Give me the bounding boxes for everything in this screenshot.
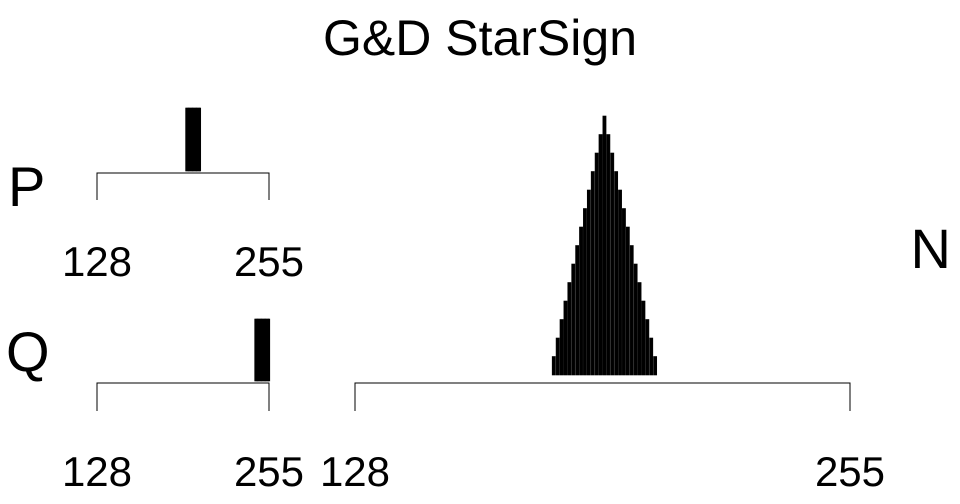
bar-n-187 (583, 208, 587, 376)
bars-p (185, 107, 202, 172)
bar-n-179 (551, 356, 556, 376)
axis-p (96, 172, 270, 200)
tick-label-q-max: 255 (234, 448, 304, 495)
bar-n-182 (563, 300, 568, 376)
bar-n-195 (614, 171, 619, 376)
panel-label-p: P (8, 155, 45, 218)
panel-label-q: Q (6, 320, 50, 383)
bar-n-191 (598, 134, 603, 376)
bar-n-197 (622, 208, 626, 376)
bar-n-180 (555, 337, 560, 376)
bar-n-185 (575, 245, 580, 376)
bar-n-203 (645, 319, 650, 376)
bars-n (551, 115, 658, 376)
tick-label-n-max: 255 (815, 448, 885, 495)
axis-q (96, 382, 270, 411)
bar-n-199 (629, 245, 634, 376)
bar-n-198 (625, 226, 630, 376)
bar-n-194 (610, 152, 615, 376)
bar-n-190 (594, 152, 599, 376)
bar-n-184 (571, 263, 576, 376)
bar-n-204 (649, 337, 654, 376)
bar-q-255 (267, 318, 271, 382)
tick-label-n-min: 128 (320, 448, 390, 495)
bar-n-201 (637, 282, 642, 376)
bar-n-200 (633, 263, 638, 376)
bar-n-205 (653, 356, 658, 376)
panel-p: P 128 255 (8, 107, 304, 285)
bar-n-183 (567, 282, 572, 376)
bar-p-204 (198, 107, 202, 172)
bar-n-188 (586, 189, 591, 376)
bar-n-181 (559, 319, 564, 376)
tick-label-p-min: 128 (62, 238, 132, 285)
bar-n-202 (641, 300, 646, 376)
axis-n (354, 382, 851, 411)
bar-n-193 (606, 134, 611, 376)
panel-n: N 128 255 (320, 115, 951, 495)
bar-n-196 (618, 189, 622, 376)
tick-label-p-max: 255 (234, 238, 304, 285)
bar-n-189 (590, 171, 595, 376)
chart-title: G&D StarSign (323, 10, 637, 66)
bars-q (254, 318, 271, 382)
tick-label-q-min: 128 (62, 448, 132, 495)
panel-label-n: N (911, 217, 951, 280)
bar-n-192 (602, 115, 607, 376)
panel-q: Q 128 255 (6, 318, 304, 495)
bar-n-186 (579, 226, 583, 376)
